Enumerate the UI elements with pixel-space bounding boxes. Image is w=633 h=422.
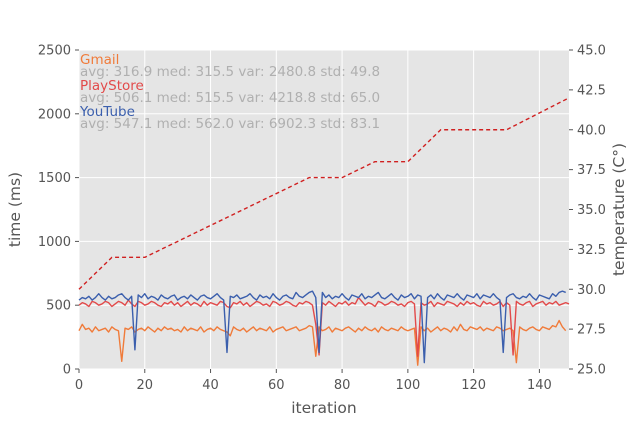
x-tick-label: 0 bbox=[75, 378, 83, 393]
series-line-temperature bbox=[78, 97, 570, 290]
y2-tick-label: 27.5 bbox=[577, 323, 606, 338]
y2-tick-label: 45.0 bbox=[577, 44, 606, 59]
x-tick-label: 120 bbox=[461, 378, 486, 393]
y2-tick-label: 30.0 bbox=[577, 283, 606, 298]
legend-entry-playstore: PlayStore bbox=[80, 78, 144, 94]
plot-area bbox=[79, 50, 569, 369]
legend-entry-gmail: Gmail bbox=[80, 52, 119, 68]
series-line-gmail bbox=[78, 319, 567, 366]
x-axis-ticks: 0 20 40 60 80 100 120 140 bbox=[75, 369, 552, 393]
y-tick-label: 2500 bbox=[38, 44, 71, 59]
x-tick-label: 100 bbox=[395, 378, 420, 393]
y2-tick-label: 32.5 bbox=[577, 243, 606, 258]
y2-tick-label: 35.0 bbox=[577, 203, 606, 218]
y2-tick-label: 42.5 bbox=[577, 83, 606, 98]
y-tick-label: 1000 bbox=[38, 235, 71, 250]
series-line-youtube bbox=[78, 290, 566, 364]
right-axis-ticks: 25.0 27.5 30.0 32.5 35.0 37.5 40.0 42.5 45.0 bbox=[569, 44, 606, 378]
y2-tick-label: 25.0 bbox=[577, 363, 606, 378]
x-tick-label: 40 bbox=[202, 378, 219, 393]
x-tick-label: 80 bbox=[334, 378, 351, 393]
series-line-playstore bbox=[78, 296, 570, 357]
legend-stats-gmail: avg: 316.9 med: 315.5 var: 2480.8 std: 4… bbox=[80, 64, 380, 80]
y2-tick-label: 40.0 bbox=[577, 123, 606, 138]
x-tick-label: 20 bbox=[136, 378, 153, 393]
legend: Gmail avg: 316.9 med: 315.5 var: 2480.8 … bbox=[79, 52, 380, 132]
x-axis-label: iteration bbox=[291, 399, 356, 417]
x-tick-label: 140 bbox=[527, 378, 552, 393]
left-axis-ticks: 0 500 1000 1500 2000 2500 bbox=[38, 44, 79, 378]
y-tick-label: 1500 bbox=[38, 171, 71, 186]
legend-stats-playstore: avg: 506.1 med: 515.5 var: 4218.8 std: 6… bbox=[80, 90, 380, 106]
y-tick-label: 0 bbox=[63, 363, 71, 378]
legend-stats-youtube: avg: 547.1 med: 562.0 var: 6902.3 std: 8… bbox=[80, 116, 380, 132]
y2-axis-label: temperature (C°) bbox=[610, 143, 628, 276]
legend-entry-youtube: YouTube bbox=[79, 104, 135, 120]
y-tick-label: 500 bbox=[46, 299, 71, 314]
y-axis-label: time (ms) bbox=[6, 172, 24, 247]
grid bbox=[78, 49, 569, 370]
y2-tick-label: 37.5 bbox=[577, 163, 606, 178]
x-tick-label: 60 bbox=[268, 378, 285, 393]
y-tick-label: 2000 bbox=[38, 107, 71, 122]
series-layer bbox=[78, 97, 570, 366]
